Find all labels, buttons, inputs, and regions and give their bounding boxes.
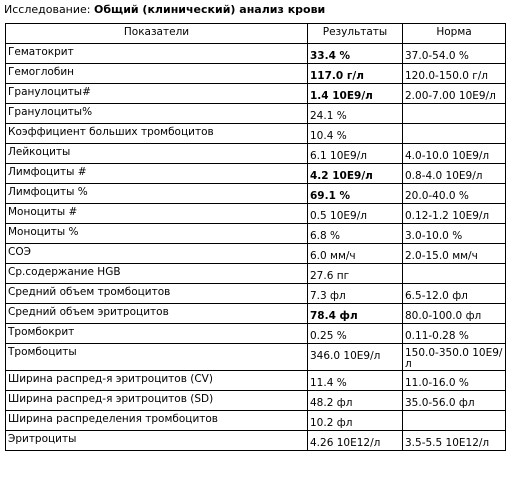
indicator-name: Лимфоциты % (5, 183, 308, 204)
table-row: Тромбоциты 346.0 10E9/л 150.0-350.0 10E9/л (5, 343, 506, 371)
results-table: Показатели Результаты Норма Гематокрит 33… (5, 23, 506, 451)
column-header-result: Результаты (307, 23, 403, 44)
table-row: Тромбокрит 0.25 % 0.11-0.28 % (5, 323, 506, 344)
result-value: 48.2 фл (307, 390, 403, 411)
table-row: Гемоглобин 117.0 г/л 120.0-150.0 г/л (5, 63, 506, 84)
norm-range: 4.0-10.0 10E9/л (402, 143, 506, 164)
indicator-name: Средний объем тромбоцитов (5, 283, 308, 304)
norm-range: 6.5-12.0 фл (402, 283, 506, 304)
indicator-name: Лимфоциты # (5, 163, 308, 184)
indicator-name: Моноциты # (5, 203, 308, 224)
norm-range: 120.0-150.0 г/л (402, 63, 506, 84)
indicator-name: Тромбоциты (5, 343, 308, 371)
table-row: Гранулоциты% 24.1 % (5, 103, 506, 124)
table-row: Средний объем тромбоцитов 7.3 фл 6.5-12.0 … (5, 283, 506, 304)
norm-range: 37.0-54.0 % (402, 43, 506, 64)
norm-range: 80.0-100.0 фл (402, 303, 506, 324)
norm-range (402, 410, 506, 431)
result-value: 33.4 % (307, 43, 403, 64)
norm-range: 3.5-5.5 10E12/л (402, 430, 506, 451)
result-value: 27.6 пг (307, 263, 403, 284)
study-heading-prefix: Исследование: (4, 3, 94, 16)
table-row: СОЭ 6.0 мм/ч 2.0-15.0 мм/ч (5, 243, 506, 264)
header-row: Показатели Результаты Норма (5, 23, 506, 44)
table-row: Лейкоциты 6.1 10E9/л 4.0-10.0 10E9/л (5, 143, 506, 164)
table-row: Ширина распределения тромбоцитов 10.2 фл (5, 410, 506, 431)
indicator-name: Гранулоциты# (5, 83, 308, 104)
table-row: Ширина распред-я эритроцитов (CV) 11.4 % 1… (5, 370, 506, 391)
indicator-name: Средний объем эритроцитов (5, 303, 308, 324)
norm-range: 2.0-15.0 мм/ч (402, 243, 506, 264)
result-value: 7.3 фл (307, 283, 403, 304)
indicator-name: Ширина распред-я эритроцитов (SD) (5, 390, 308, 411)
norm-range (402, 123, 506, 144)
indicator-name: Коэффициент больших тромбоцитов (5, 123, 308, 144)
norm-range: 0.11-0.28 % (402, 323, 506, 344)
table-row: Эритроциты 4.26 10E12/л 3.5-5.5 10E12/л (5, 430, 506, 451)
table-row: Коэффициент больших тромбоцитов 10.4 % (5, 123, 506, 144)
norm-range: 0.12-1.2 10E9/л (402, 203, 506, 224)
result-value: 6.0 мм/ч (307, 243, 403, 264)
result-value: 6.8 % (307, 223, 403, 244)
study-name: Общий (клинический) анализ крови (94, 3, 326, 16)
table-row: Моноциты % 6.8 % 3.0-10.0 % (5, 223, 506, 244)
result-value: 4.26 10E12/л (307, 430, 403, 451)
study-heading: Исследование: Общий (клинический) анализ… (4, 3, 325, 16)
indicator-name: Лейкоциты (5, 143, 308, 164)
indicator-name: Тромбокрит (5, 323, 308, 344)
norm-range: 2.00-7.00 10E9/л (402, 83, 506, 104)
result-value: 4.2 10E9/л (307, 163, 403, 184)
indicator-name: Ср.содержание HGB (5, 263, 308, 284)
norm-range: 35.0-56.0 фл (402, 390, 506, 411)
indicator-name: СОЭ (5, 243, 308, 264)
column-header-norm: Норма (402, 23, 506, 44)
norm-range: 0.8-4.0 10E9/л (402, 163, 506, 184)
indicator-name: Ширина распределения тромбоцитов (5, 410, 308, 431)
norm-range: 11.0-16.0 % (402, 370, 506, 391)
indicator-name: Ширина распред-я эритроцитов (CV) (5, 370, 308, 391)
result-value: 346.0 10E9/л (307, 343, 403, 371)
indicator-name: Гематокрит (5, 43, 308, 64)
result-value: 10.4 % (307, 123, 403, 144)
table-row: Гранулоциты# 1.4 10E9/л 2.00-7.00 10E9/л (5, 83, 506, 104)
norm-range: 20.0-40.0 % (402, 183, 506, 204)
result-value: 24.1 % (307, 103, 403, 124)
column-header-indicator: Показатели (5, 23, 308, 44)
norm-range (402, 103, 506, 124)
table-row: Лимфоциты #4.2 10E9/л 0.8-4.0 10E9/л (5, 163, 506, 184)
result-value: 0.25 % (307, 323, 403, 344)
table-row: Ср.содержание HGB 27.6 пг (5, 263, 506, 284)
table-row: Моноциты #0.5 10E9/л 0.12-1.2 10E9/л (5, 203, 506, 224)
norm-range (402, 263, 506, 284)
indicator-name: Моноциты % (5, 223, 308, 244)
result-value: 69.1 % (307, 183, 403, 204)
norm-range: 3.0-10.0 % (402, 223, 506, 244)
table-row: Лимфоциты % 69.1 % 20.0-40.0 % (5, 183, 506, 204)
indicator-name: Гранулоциты% (5, 103, 308, 124)
result-value: 78.4 фл (307, 303, 403, 324)
norm-range: 150.0-350.0 10E9/л (402, 343, 506, 371)
indicator-name: Эритроциты (5, 430, 308, 451)
table-row: Средний объем эритроцитов 78.4 фл 80.0-100… (5, 303, 506, 324)
table-row: Ширина распред-я эритроцитов (SD) 48.2 фл… (5, 390, 506, 411)
result-value: 10.2 фл (307, 410, 403, 431)
table-row: Гематокрит 33.4 % 37.0-54.0 % (5, 43, 506, 64)
result-value: 0.5 10E9/л (307, 203, 403, 224)
result-value: 1.4 10E9/л (307, 83, 403, 104)
result-value: 11.4 % (307, 370, 403, 391)
result-value: 6.1 10E9/л (307, 143, 403, 164)
indicator-name: Гемоглобин (5, 63, 308, 84)
result-value: 117.0 г/л (307, 63, 403, 84)
